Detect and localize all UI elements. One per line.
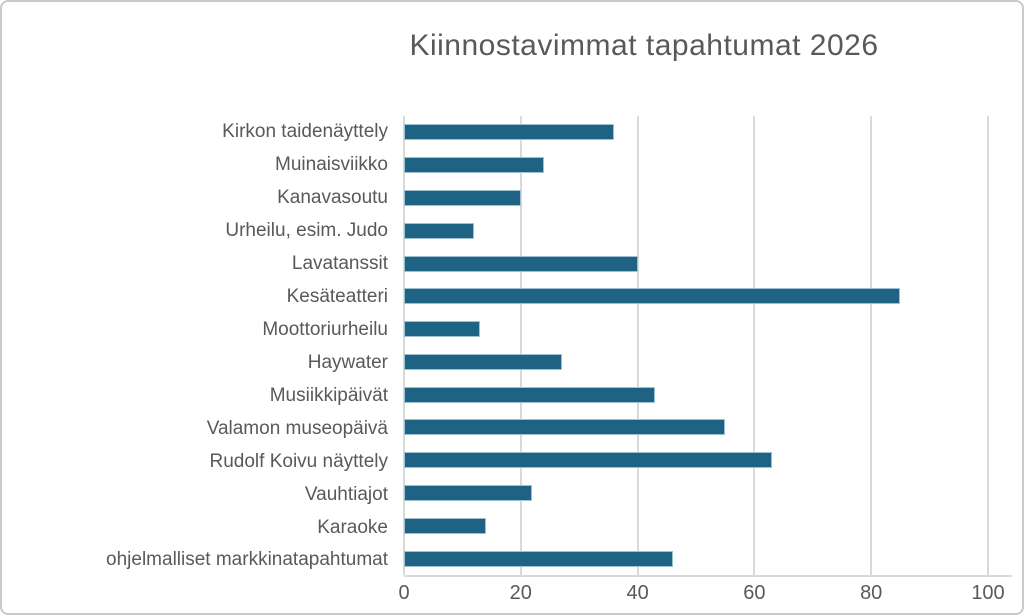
x-tick-label: 0 (398, 582, 410, 604)
gridline (870, 116, 873, 575)
bar-8 (404, 386, 656, 403)
bar-row (404, 182, 1012, 215)
bar-row (404, 411, 1012, 444)
bar-6 (404, 321, 480, 338)
category-label: Kanavasoutu (277, 187, 388, 209)
gridline (636, 116, 639, 575)
bar-row (404, 247, 1012, 280)
gridline (403, 116, 405, 575)
category-label: Haywater (307, 351, 388, 373)
bar-row (404, 509, 1012, 542)
category-label: Urheilu, esim. Judo (225, 220, 388, 242)
bar-7 (404, 353, 562, 370)
bar-row (404, 477, 1012, 510)
category-label: ohjelmalliset markkinatapahtumat (106, 549, 388, 571)
bar-11 (404, 484, 533, 501)
bar-row (404, 444, 1012, 477)
plot-area (403, 116, 1012, 577)
bar-2 (404, 189, 521, 206)
bar-row (404, 214, 1012, 247)
category-label: Kirkon taidenäyttely (222, 121, 388, 143)
bar-row (404, 378, 1012, 411)
bar-series (404, 116, 1012, 575)
bar-4 (404, 255, 638, 272)
bar-5 (404, 288, 901, 305)
bar-row (404, 542, 1012, 575)
bar-row (404, 149, 1012, 182)
bar-row (404, 313, 1012, 346)
x-axis: 0 20 40 60 80 100 (398, 582, 1012, 610)
category-label: Valamon museopäivä (206, 417, 388, 439)
bar-9 (404, 419, 726, 436)
bar-row (404, 116, 1012, 149)
category-label: Vauhtiajot (304, 483, 388, 505)
chart-body: Kirkon taidenäyttely Muinaisviikko Kanavas… (2, 116, 1012, 577)
bar-12 (404, 517, 486, 534)
bar-0 (404, 124, 615, 141)
bar-row (404, 345, 1012, 378)
category-label: Rudolf Koivu näyttely (209, 450, 389, 472)
bar-1 (404, 157, 545, 174)
bar-3 (404, 222, 475, 239)
gridline (519, 116, 522, 575)
category-axis: Kirkon taidenäyttely Muinaisviikko Kanavas… (2, 116, 404, 577)
x-tick-label: 20 (509, 582, 532, 604)
bar-13 (404, 550, 673, 567)
category-label: Musiikkipäivät (269, 384, 388, 406)
category-label: Kesäteatteri (286, 286, 388, 308)
gridline (753, 116, 756, 575)
bar-10 (404, 452, 772, 469)
category-label: Muinaisviikko (275, 154, 388, 176)
chart-title: Kiinnostavimmat tapahtumat 2026 (409, 29, 879, 62)
category-label: Moottoriurheilu (262, 318, 388, 340)
gridline (987, 116, 989, 575)
bar-row (404, 280, 1012, 313)
x-tick-label: 80 (860, 582, 883, 604)
category-label: Karaoke (317, 516, 388, 538)
x-tick-label: 40 (626, 582, 649, 604)
category-label: Lavatanssit (291, 253, 388, 275)
x-tick-label: 100 (971, 582, 1005, 604)
x-tick-label: 60 (743, 582, 766, 604)
